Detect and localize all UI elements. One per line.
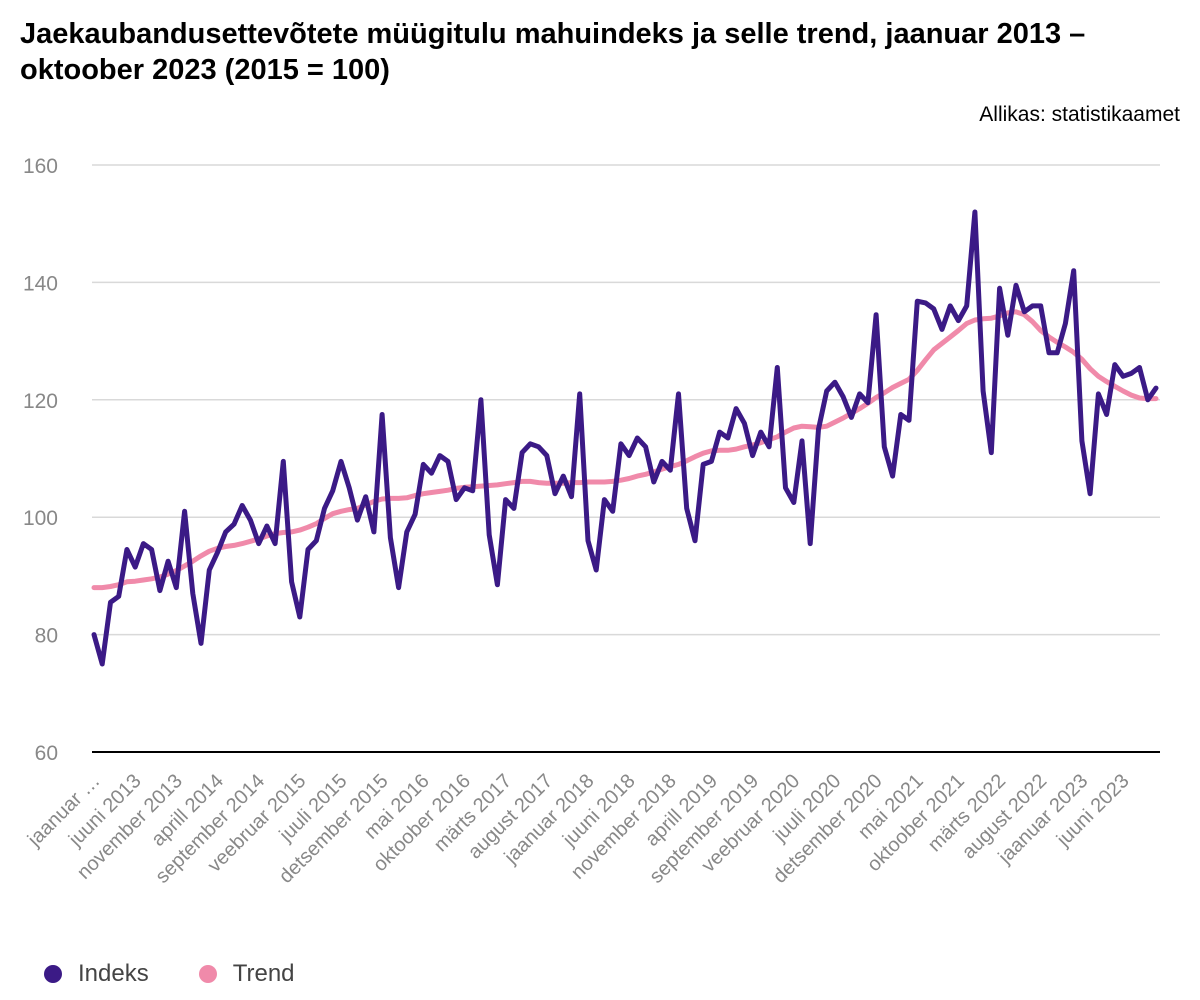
legend-label-indeks: Indeks — [78, 960, 149, 987]
series-line-indeks — [91, 209, 1159, 667]
y-tick-label: 160 — [23, 155, 58, 178]
y-tick-label: 60 — [35, 742, 58, 765]
chart-title: Jaekaubandusettevõtete müügitulu mahuind… — [20, 18, 1086, 86]
y-tick-label: 140 — [23, 272, 58, 295]
legend: Indeks Trend — [44, 960, 295, 988]
legend-label-trend: Trend — [232, 960, 295, 987]
y-tick-label: 120 — [23, 390, 58, 413]
y-tick-label: 80 — [35, 625, 58, 648]
y-tick-label: 100 — [23, 507, 58, 530]
legend-item-indeks: Indeks — [44, 960, 149, 988]
source-note: Allikas: statistikaamet — [979, 103, 1180, 126]
legend-marker-trend — [198, 965, 217, 983]
legend-marker-indeks — [44, 965, 62, 983]
legend-item-trend: Trend — [198, 960, 295, 988]
